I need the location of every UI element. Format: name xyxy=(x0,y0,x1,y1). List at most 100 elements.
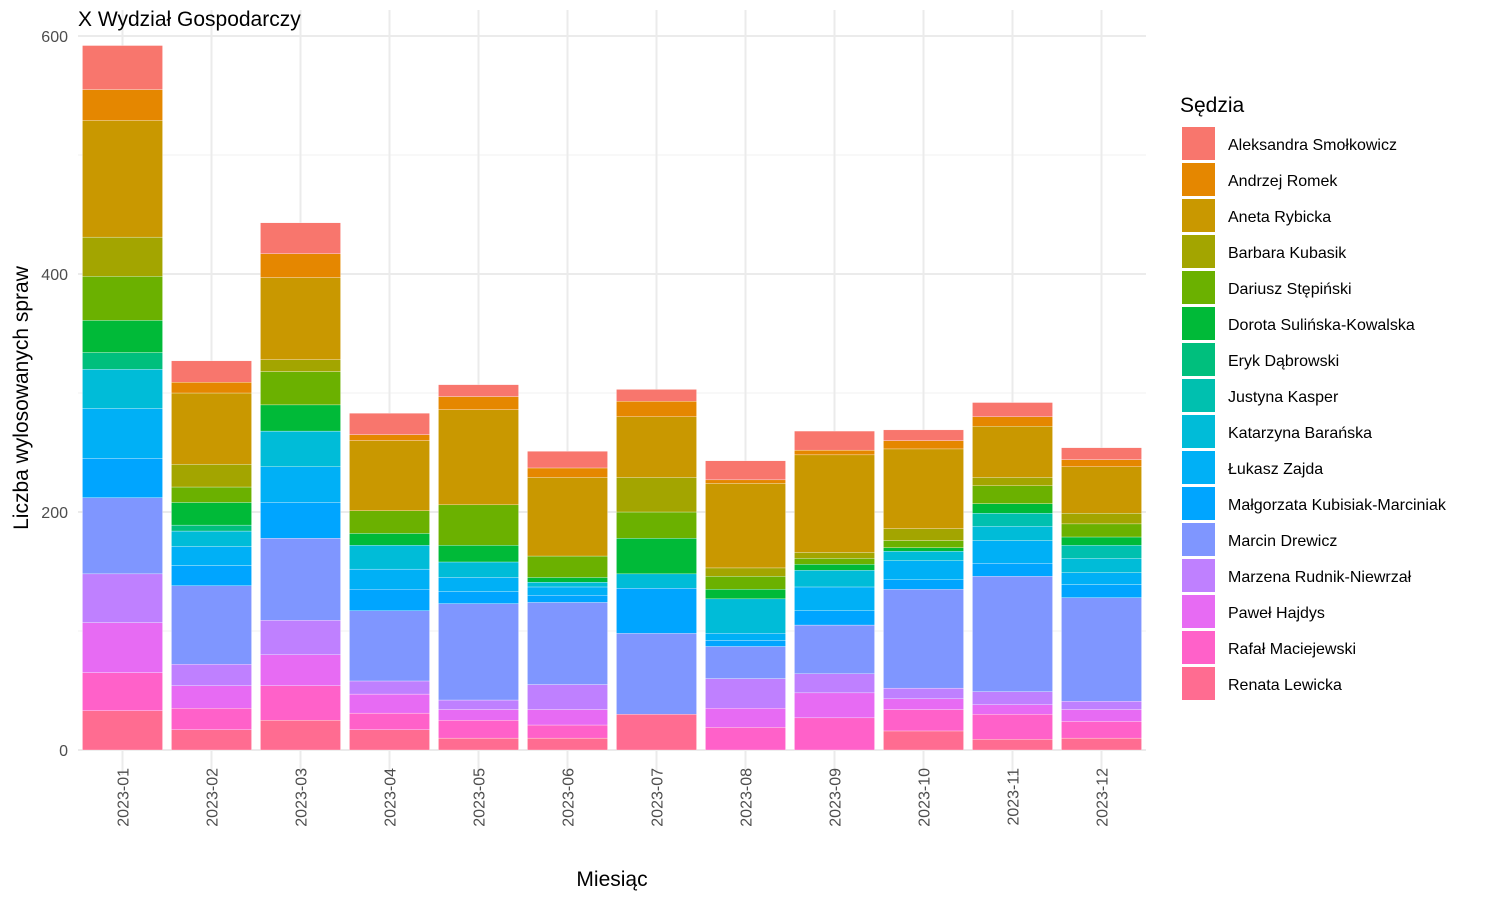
bar-segment: Marzena Rudnik-Niewrzał 2023-08: 25 xyxy=(705,678,786,709)
bar-segment: Andrzej Romek 2023-10: 7 xyxy=(883,440,964,450)
bar-segment: Renata Lewicka 2023-01: 33 xyxy=(82,710,163,751)
bar-segment: Barbara Kubasik 2023-10: 10 xyxy=(883,528,964,541)
bar-segment: Dariusz Stępiński 2023-09: 5 xyxy=(794,558,875,565)
legend-label: Renata Lewicka xyxy=(1228,677,1342,694)
bar-segment: Barbara Kubasik 2023-02: 19 xyxy=(171,464,252,488)
bar-segment: Andrzej Romek 2023-05: 11 xyxy=(438,396,519,410)
bar-segment: Justyna Kasper 2023-11: 11 xyxy=(972,513,1053,527)
y-tick-label: 600 xyxy=(41,29,68,46)
bar-segment: Andrzej Romek 2023-11: 8 xyxy=(972,416,1053,427)
bar-segment: Justyna Kasper 2023-12: 11 xyxy=(1061,545,1142,559)
bar-segment: Dorota Sulińska-Kowalska 2023-02: 19 xyxy=(171,502,252,526)
bar-segment: Dariusz Stępiński 2023-07: 22 xyxy=(616,511,697,539)
bar-segment: Rafał Maciejewski 2023-11: 21 xyxy=(972,714,1053,740)
bar-segment: Aleksandra Smołkowicz 2023-10: 9 xyxy=(883,429,964,441)
bar-segment: Dariusz Stępiński 2023-06: 18 xyxy=(527,555,608,578)
bar-segment: Katarzyna Barańska 2023-05: 13 xyxy=(438,561,519,578)
bar-segment: Łukasz Zajda 2023-11: 19 xyxy=(972,540,1053,564)
x-tick-label: 2023-01 xyxy=(116,768,133,827)
bar-segment: Katarzyna Barańska 2023-09: 14 xyxy=(794,570,875,588)
bar-segment: Łukasz Zajda 2023-12: 10 xyxy=(1061,572,1142,585)
bar-segment: Aneta Rybicka 2023-04: 59 xyxy=(349,440,430,511)
bar-segment: Aleksandra Smołkowicz 2023-03: 26 xyxy=(260,222,341,254)
bar-segment: Małgorzata Kubisiak-Marciniak 2023-12: 1… xyxy=(1061,584,1142,598)
bar-segment: Marcin Drewicz 2023-08: 27 xyxy=(705,646,786,679)
legend-label: Marcin Drewicz xyxy=(1228,533,1337,550)
legend-swatch xyxy=(1182,631,1215,664)
bar-segment: Barbara Kubasik 2023-07: 29 xyxy=(616,477,697,513)
bar-segment: Rafał Maciejewski 2023-01: 32 xyxy=(82,672,163,711)
bar-segment: Dorota Sulińska-Kowalska 2023-09: 5 xyxy=(794,564,875,571)
bar-segment: Dorota Sulińska-Kowalska 2023-10: 3 xyxy=(883,547,964,552)
bar-segment: Aneta Rybicka 2023-07: 51 xyxy=(616,416,697,478)
bar-segment: Aneta Rybicka 2023-08: 71 xyxy=(705,483,786,569)
bar-segment: Marcin Drewicz 2023-05: 81 xyxy=(438,603,519,701)
legend-swatch xyxy=(1182,415,1215,448)
bar-segment: Aneta Rybicka 2023-06: 66 xyxy=(527,477,608,557)
bar-segment: Paweł Hajdys 2023-12: 10 xyxy=(1061,709,1142,722)
bar-segment: Łukasz Zajda 2023-01: 42 xyxy=(82,408,163,459)
x-tick-label: 2023-11 xyxy=(1006,768,1023,826)
bar-segment: Rafał Maciejewski 2023-03: 29 xyxy=(260,685,341,721)
bar-segment: Dorota Sulińska-Kowalska 2023-05: 14 xyxy=(438,545,519,563)
bar-segment: Łukasz Zajda 2023-05: 12 xyxy=(438,577,519,592)
bar-segment: Małgorzata Kubisiak-Marciniak 2023-02: 1… xyxy=(171,565,252,586)
bar-segment: Marcin Drewicz 2023-06: 69 xyxy=(527,602,608,685)
legend-swatch xyxy=(1182,343,1215,376)
legend-swatch xyxy=(1182,199,1215,232)
x-tick-label: 2023-03 xyxy=(294,768,311,827)
chart-title: X Wydział Gospodarczy xyxy=(78,8,301,31)
bar-segment: Małgorzata Kubisiak-Marciniak 2023-01: 3… xyxy=(82,458,163,498)
bar-segment: Łukasz Zajda 2023-09: 20 xyxy=(794,586,875,611)
bar-segment: Dariusz Stępiński 2023-12: 11 xyxy=(1061,523,1142,538)
bar-segment: Andrzej Romek 2023-09: 4 xyxy=(794,449,875,456)
y-tick-label: 400 xyxy=(41,267,68,284)
x-tick-label: 2023-12 xyxy=(1095,768,1112,827)
bar-segment: Aleksandra Smołkowicz 2023-12: 10 xyxy=(1061,447,1142,460)
bar-segment: Dariusz Stępiński 2023-03: 28 xyxy=(260,371,341,406)
bar-segment: Łukasz Zajda 2023-03: 30 xyxy=(260,466,341,503)
bar-segment: Renata Lewicka 2023-03: 25 xyxy=(260,720,341,751)
bar-segment: Paweł Hajdys 2023-01: 42 xyxy=(82,622,163,673)
bar-segment: Rafał Maciejewski 2023-02: 18 xyxy=(171,708,252,730)
legend-swatch xyxy=(1182,127,1215,160)
legend-label: Rafał Maciejewski xyxy=(1228,641,1356,658)
legend-swatch xyxy=(1182,307,1215,340)
y-tick-label: 200 xyxy=(41,505,68,522)
legend-swatch xyxy=(1182,487,1215,520)
bar-segment: Marcin Drewicz 2023-01: 64 xyxy=(82,497,163,575)
bar-segment: Dorota Sulińska-Kowalska 2023-11: 8 xyxy=(972,503,1053,514)
legend-label: Aneta Rybicka xyxy=(1228,209,1331,226)
x-axis: 2023-01 2023-02 2023-03 2023-04 2023-05 2023-… xyxy=(116,768,1112,827)
bar-segment: Rafał Maciejewski 2023-05: 15 xyxy=(438,720,519,739)
legend-swatch xyxy=(1182,379,1215,412)
bar-segment: Aneta Rybicka 2023-10: 67 xyxy=(883,448,964,529)
bar-segment: Marzena Rudnik-Niewrzał 2023-04: 11 xyxy=(349,680,430,695)
legend-label: Dorota Sulińska-Kowalska xyxy=(1228,317,1415,334)
bar-segment: Barbara Kubasik 2023-01: 33 xyxy=(82,236,163,277)
bar-segment: Aneta Rybicka 2023-01: 98 xyxy=(82,120,163,238)
bar-segment: Paweł Hajdys 2023-05: 9 xyxy=(438,709,519,721)
bar-segment: Paweł Hajdys 2023-08: 16 xyxy=(705,708,786,728)
legend-label: Katarzyna Barańska xyxy=(1228,425,1372,442)
bar-segment: Marzena Rudnik-Niewrzał 2023-06: 21 xyxy=(527,684,608,710)
bar-segment: Katarzyna Barańska 2023-04: 20 xyxy=(349,545,430,570)
bar-segment: Katarzyna Barańska 2023-06: 4 xyxy=(527,582,608,588)
bar-segment: Małgorzata Kubisiak-Marciniak 2023-03: 3… xyxy=(260,502,341,539)
bar-segment: Łukasz Zajda 2023-08: 6 xyxy=(705,633,786,641)
bar-segment: Marcin Drewicz 2023-10: 83 xyxy=(883,589,964,689)
legend-label: Dariusz Stępiński xyxy=(1228,281,1352,298)
legend-label: Łukasz Zajda xyxy=(1228,461,1323,478)
legend-label: Andrzej Romek xyxy=(1228,173,1338,190)
bar-segment: Marzena Rudnik-Niewrzał 2023-02: 18 xyxy=(171,664,252,686)
bar-segment: Katarzyna Barańska 2023-11: 12 xyxy=(972,526,1053,541)
bar-segment: Dariusz Stępiński 2023-01: 37 xyxy=(82,276,163,321)
x-tick-label: 2023-07 xyxy=(650,768,667,827)
bar-segment: Dariusz Stępiński 2023-08: 11 xyxy=(705,576,786,590)
legend-label: Justyna Kasper xyxy=(1228,389,1339,406)
legend-swatch xyxy=(1182,667,1215,700)
bar-segment: Andrzej Romek 2023-03: 20 xyxy=(260,253,341,278)
bar-segment: Aleksandra Smołkowicz 2023-08: 16 xyxy=(705,460,786,481)
